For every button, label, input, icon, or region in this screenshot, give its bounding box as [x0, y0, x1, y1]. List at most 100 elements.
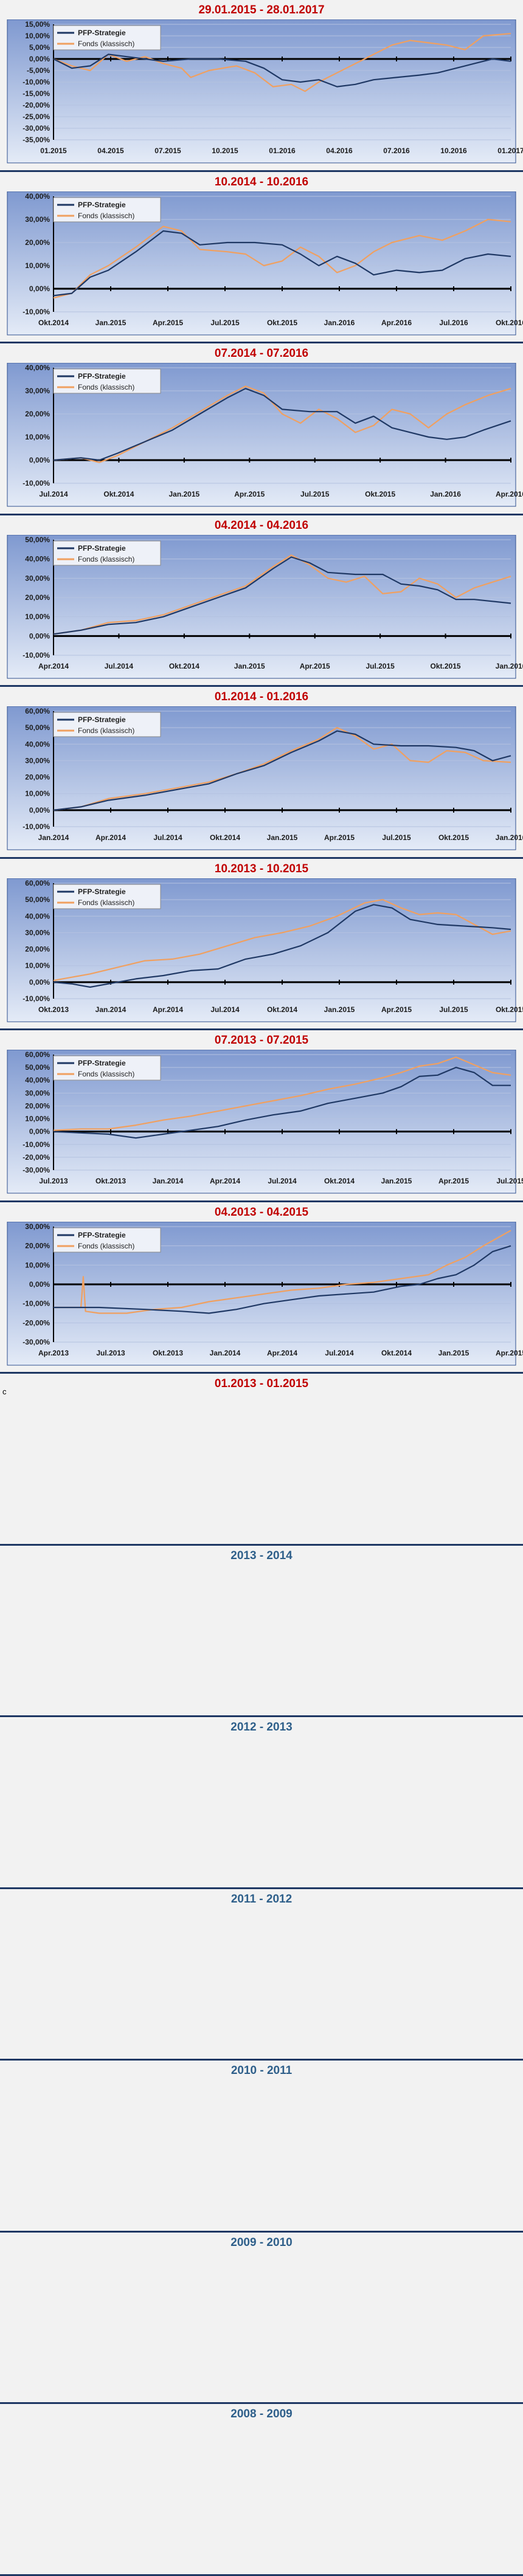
chart-title: 2010 - 2011 — [230, 2064, 293, 2077]
chart-title: 2008 - 2009 — [230, 2408, 293, 2420]
y-tick-label: 10,00% — [25, 790, 50, 798]
y-tick-label: 0,00% — [29, 456, 50, 464]
y-tick-label: 60,00% — [25, 1050, 50, 1059]
chart-panel: 04.2014 - 04.2016 50,00% 40,00% 30,00% 20,00… — [0, 515, 523, 687]
x-tick-label: Jul.2015 — [365, 662, 395, 670]
legend-label: Fonds (klassisch) — [78, 898, 134, 907]
x-tick-label: 07.2015 — [154, 146, 181, 155]
chart-title: 01.2013 - 01.2015 — [214, 1377, 309, 1390]
x-tick-label: Apr.2015 — [496, 1349, 523, 1357]
y-tick-label: 10,00% — [25, 32, 50, 40]
y-tick-label: 50,00% — [25, 723, 50, 732]
series-line-pfp — [53, 903, 511, 988]
series-line-pfp — [53, 53, 511, 88]
x-tick-label: Jan.2016 — [324, 319, 355, 327]
y-tick-label: 40,00% — [25, 192, 50, 201]
x-tick-label: Jan.2015 — [267, 833, 298, 842]
chart-panel: 01.2014 - 01.2016 60,00% 50,00% 40,00% 30,00… — [0, 687, 523, 859]
y-tick-label: 40,00% — [25, 740, 50, 748]
x-tick-label: Jul.2015 — [496, 1177, 523, 1185]
line-chart: 30,00% 20,00% 10,00% 0,00% -10,00% -20,00% -30… — [7, 1221, 523, 1365]
x-tick-label: Jan.2015 — [438, 1349, 469, 1357]
x-tick-label: Jan.2016 — [430, 490, 461, 498]
y-tick-label: 0,00% — [29, 1280, 50, 1289]
x-tick-label: Okt.2014 — [381, 1349, 412, 1357]
x-tick-label: Jul.2015 — [210, 319, 240, 327]
legend-label: PFP-Strategie — [78, 715, 126, 724]
x-tick-label: Jan.2015 — [95, 319, 126, 327]
y-tick-label: 20,00% — [25, 593, 50, 602]
empty-chart-panel: 2012 - 2013 — [0, 1717, 523, 1889]
chart-title: 2009 - 2010 — [230, 2236, 293, 2249]
y-tick-label: -10,00% — [23, 994, 50, 1003]
x-tick-label: Apr.2014 — [95, 833, 126, 842]
y-tick-label: 30,00% — [25, 215, 50, 224]
y-tick-label: -10,00% — [23, 822, 50, 831]
chart-title: 04.2014 - 04.2016 — [214, 518, 309, 532]
x-tick-label: 10.2015 — [212, 146, 238, 155]
x-tick-label: Okt.2014 — [210, 833, 240, 842]
x-tick-label: Jul.2015 — [439, 1005, 468, 1014]
empty-chart-panel: 2009 - 2010 — [0, 2233, 523, 2404]
x-tick-label: Jan.2015 — [324, 1005, 355, 1014]
line-chart: 60,00% 50,00% 40,00% 30,00% 20,00% 10,00% 0,00… — [7, 878, 523, 1022]
x-tick-label: Apr.2014 — [210, 1177, 240, 1185]
line-chart: 40,00% 30,00% 20,00% 10,00% 0,00% -10,00% Jul.… — [7, 363, 523, 507]
y-tick-label: -30,00% — [23, 1338, 50, 1346]
y-tick-label: 30,00% — [25, 387, 50, 395]
legend: PFP-Strategie Fonds (klassisch) — [53, 1055, 161, 1081]
series-line-fonds — [53, 1056, 511, 1131]
x-tick-label: 01.2016 — [269, 146, 296, 155]
x-tick-label: Okt.2014 — [38, 319, 69, 327]
series-line-pfp — [53, 730, 511, 811]
chart-title: 07.2014 - 07.2016 — [214, 347, 309, 360]
empty-chart-panel: 2011 - 2012 — [0, 1889, 523, 2061]
y-tick-label: -10,00% — [23, 651, 50, 659]
x-tick-label: Apr.2016 — [496, 490, 523, 498]
x-tick-label: Okt.2013 — [38, 1005, 69, 1014]
x-tick-label: Apr.2015 — [438, 1177, 469, 1185]
y-tick-label: 5,00% — [29, 43, 50, 52]
x-tick-label: Okt.2015 — [496, 1005, 523, 1014]
x-tick-label: Jan.2015 — [234, 662, 265, 670]
line-chart: 15,00% 10,00% 5,00% 0,00% -5,00% -10,00% -15,0… — [7, 19, 523, 164]
series-line-fonds — [53, 385, 511, 463]
x-tick-label: 04.2016 — [326, 146, 353, 155]
y-tick-label: 40,00% — [25, 554, 50, 563]
x-tick-label: 04.2015 — [97, 146, 124, 155]
chart-panel: 07.2014 - 07.2016 40,00% 30,00% 20,00% 10,00… — [0, 343, 523, 515]
legend-box — [53, 197, 161, 222]
line-chart: 50,00% 40,00% 30,00% 20,00% 10,00% 0,00% -10,0… — [7, 534, 523, 678]
legend-box — [53, 540, 161, 565]
y-tick-label: 0,00% — [29, 806, 50, 814]
x-tick-label: Okt.2013 — [153, 1349, 183, 1357]
legend-label: Fonds (klassisch) — [78, 40, 134, 48]
x-tick-label: Okt.2014 — [103, 490, 134, 498]
x-tick-label: Okt.2015 — [267, 319, 297, 327]
legend-box — [53, 1227, 161, 1252]
y-tick-label: -30,00% — [23, 124, 50, 133]
x-tick-label: Apr.2015 — [153, 319, 183, 327]
y-tick-label: 20,00% — [25, 945, 50, 953]
legend: PFP-Strategie Fonds (klassisch) — [53, 884, 161, 909]
x-tick-label: 01.2017 — [497, 146, 523, 155]
x-tick-label: Jan.2016 — [496, 833, 523, 842]
y-tick-label: 10,00% — [25, 612, 50, 621]
y-tick-label: 0,00% — [29, 55, 50, 63]
x-tick-label: Okt.2015 — [438, 833, 469, 842]
x-tick-label: Jul.2015 — [382, 833, 411, 842]
x-tick-label: Okt.2015 — [431, 662, 461, 670]
legend-box — [53, 712, 161, 737]
x-tick-label: Jan.2016 — [496, 662, 523, 670]
y-tick-label: 20,00% — [25, 1241, 50, 1250]
x-tick-label: 10.2016 — [440, 146, 467, 155]
chart-title: 07.2013 - 07.2015 — [214, 1034, 309, 1047]
chart-title: 04.2013 - 04.2015 — [214, 1205, 309, 1219]
y-tick-label: -20,00% — [23, 1153, 50, 1162]
y-tick-label: 20,00% — [25, 410, 50, 418]
legend: PFP-Strategie Fonds (klassisch) — [53, 540, 161, 565]
x-tick-label: Apr.2016 — [381, 319, 412, 327]
chart-title: 10.2013 - 10.2015 — [214, 862, 309, 875]
series-line-fonds — [53, 218, 511, 298]
x-tick-label: Jan.2015 — [381, 1177, 412, 1185]
